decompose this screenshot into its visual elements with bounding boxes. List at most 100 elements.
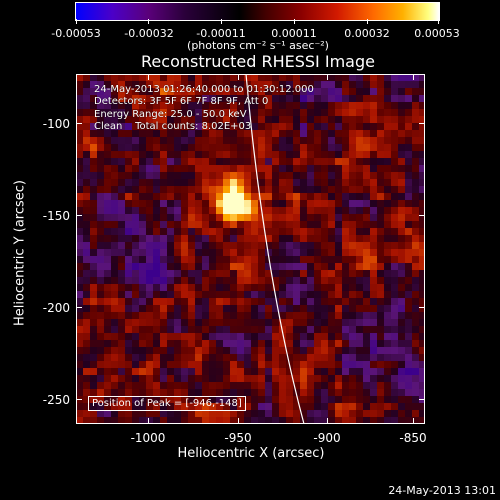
heatmap-cell [370, 403, 378, 411]
heatmap-cell [174, 417, 182, 424]
heatmap-cell [216, 326, 224, 334]
heatmap-cell [391, 235, 399, 243]
heatmap-cell [391, 347, 399, 355]
heatmap-cell [398, 284, 406, 292]
heatmap-cell [181, 207, 189, 215]
heatmap-cell [146, 361, 154, 369]
heatmap-cell [335, 361, 343, 369]
heatmap-cell [279, 228, 287, 236]
heatmap-cell [293, 221, 301, 229]
heatmap-cell [195, 165, 203, 173]
heatmap-cell [335, 263, 343, 271]
heatmap-cell [363, 207, 371, 215]
heatmap-cell [412, 95, 420, 103]
heatmap-cell [342, 396, 350, 404]
heatmap-cell [300, 410, 308, 418]
heatmap-cell [216, 256, 224, 264]
heatmap-cell [90, 340, 98, 348]
heatmap-cell [216, 158, 224, 166]
heatmap-cell [195, 179, 203, 187]
heatmap-cell [398, 291, 406, 299]
heatmap-cell [153, 326, 161, 334]
heatmap-cell [272, 305, 280, 313]
heatmap-cell [195, 270, 203, 278]
heatmap-cell [412, 284, 420, 292]
heatmap-cell [258, 172, 266, 180]
heatmap-cell [391, 200, 399, 208]
heatmap-cell [300, 291, 308, 299]
heatmap-cell [111, 417, 119, 424]
heatmap-cell [174, 375, 182, 383]
heatmap-cell [167, 109, 175, 117]
heatmap-cell [321, 263, 329, 271]
heatmap-cell [258, 74, 266, 82]
heatmap-cell [223, 284, 231, 292]
heatmap-cell [83, 144, 91, 152]
heatmap-cell [265, 375, 273, 383]
heatmap-cell [174, 179, 182, 187]
heatmap-cell [258, 235, 266, 243]
colorbar-label: -0.00053 [51, 27, 101, 40]
heatmap-cell [377, 123, 385, 131]
heatmap-cell [293, 144, 301, 152]
heatmap-cell [286, 312, 294, 320]
heatmap-cell [209, 207, 217, 215]
heatmap-cell [202, 326, 210, 334]
heatmap-cell [384, 284, 392, 292]
heatmap-cell [195, 172, 203, 180]
heatmap-cell [272, 340, 280, 348]
heatmap-cell [202, 172, 210, 180]
heatmap-cell [356, 102, 364, 110]
heatmap-cell [300, 333, 308, 341]
heatmap-cell [125, 151, 133, 159]
heatmap-cell [321, 123, 329, 131]
heatmap-cell [167, 368, 175, 376]
heatmap-cell [412, 123, 420, 131]
heatmap-cell [195, 417, 203, 424]
heatmap-cell [279, 207, 287, 215]
heatmap-cell [230, 165, 238, 173]
heatmap-cell [335, 312, 343, 320]
heatmap-cell [153, 298, 161, 306]
heatmap-cell [293, 417, 301, 424]
heatmap-cell [370, 263, 378, 271]
heatmap-cell [104, 389, 112, 397]
heatmap-cell [223, 312, 231, 320]
heatmap-cell [286, 214, 294, 222]
heatmap-cell [265, 158, 273, 166]
heatmap-cell [314, 277, 322, 285]
heatmap-cell [174, 186, 182, 194]
heatmap-cell [244, 326, 252, 334]
heatmap-cell [209, 214, 217, 222]
heatmap-cell [118, 74, 126, 82]
heatmap-cell [321, 109, 329, 117]
heatmap-cell [202, 221, 210, 229]
heatmap-cell [377, 389, 385, 397]
heatmap-cell [97, 277, 105, 285]
heatmap-cell [195, 319, 203, 327]
heatmap-cell [356, 88, 364, 96]
heatmap-cell [202, 396, 210, 404]
heatmap-cell [356, 74, 364, 82]
heatmap-cell [118, 95, 126, 103]
heatmap-cell [76, 270, 84, 278]
heatmap-cell [272, 333, 280, 341]
heatmap-cell [104, 417, 112, 424]
heatmap-cell [195, 123, 203, 131]
heatmap-cell [356, 81, 364, 89]
heatmap-cell [293, 284, 301, 292]
heatmap-cell [202, 109, 210, 117]
heatmap-cell [398, 256, 406, 264]
heatmap-cell [118, 228, 126, 236]
heatmap-cell [132, 137, 140, 145]
heatmap-cell [370, 305, 378, 313]
heatmap-cell [174, 81, 182, 89]
heatmap-cell [342, 207, 350, 215]
heatmap-cell [167, 375, 175, 383]
heatmap-cell [293, 74, 301, 82]
heatmap-cell [377, 235, 385, 243]
heatmap-cell [391, 242, 399, 250]
heatmap-cell [391, 382, 399, 390]
heatmap-cell [223, 214, 231, 222]
heatmap-cell [286, 130, 294, 138]
